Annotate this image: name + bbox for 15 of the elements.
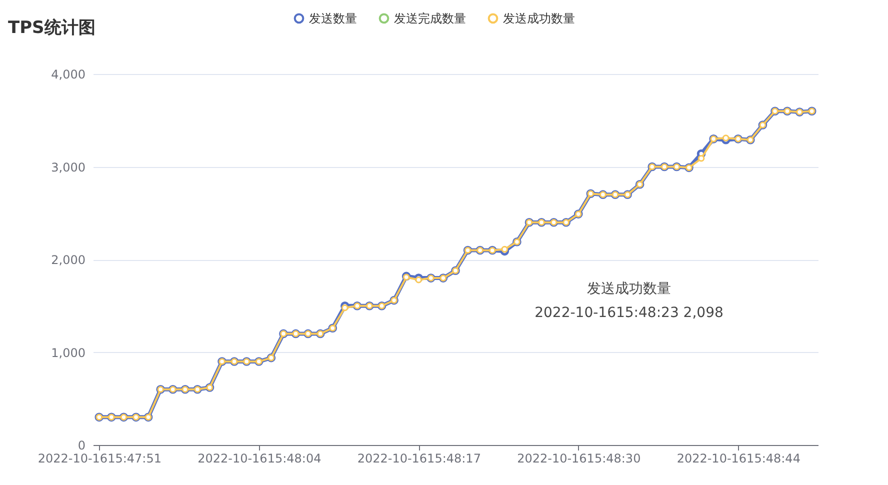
y-tick-label: 0 (78, 438, 86, 452)
y-tick-label: 1,000 (51, 346, 86, 360)
legend-label: 发送完成数量 (394, 11, 466, 26)
legend-label: 发送数量 (309, 11, 357, 26)
annotation: 发送成功数量 2022-10-1615:48:23 2,098 (534, 281, 724, 321)
x-tick-label: 2022-10-1615:48:44 (676, 452, 800, 466)
y-tick-label: 2,000 (51, 253, 86, 267)
x-tick-label: 2022-10-1615:48:04 (198, 452, 322, 466)
chart-title: TPS统计图 (8, 18, 96, 38)
legend-label: 发送成功数量 (503, 11, 575, 26)
y-tick-label: 4,000 (51, 68, 86, 82)
x-tick-label: 2022-10-1615:47:51 (38, 452, 162, 466)
x-tick-label: 2022-10-1615:48:30 (517, 452, 641, 466)
x-tick-label: 2022-10-1615:48:17 (357, 452, 481, 466)
y-tick-label: 3,000 (51, 160, 86, 174)
